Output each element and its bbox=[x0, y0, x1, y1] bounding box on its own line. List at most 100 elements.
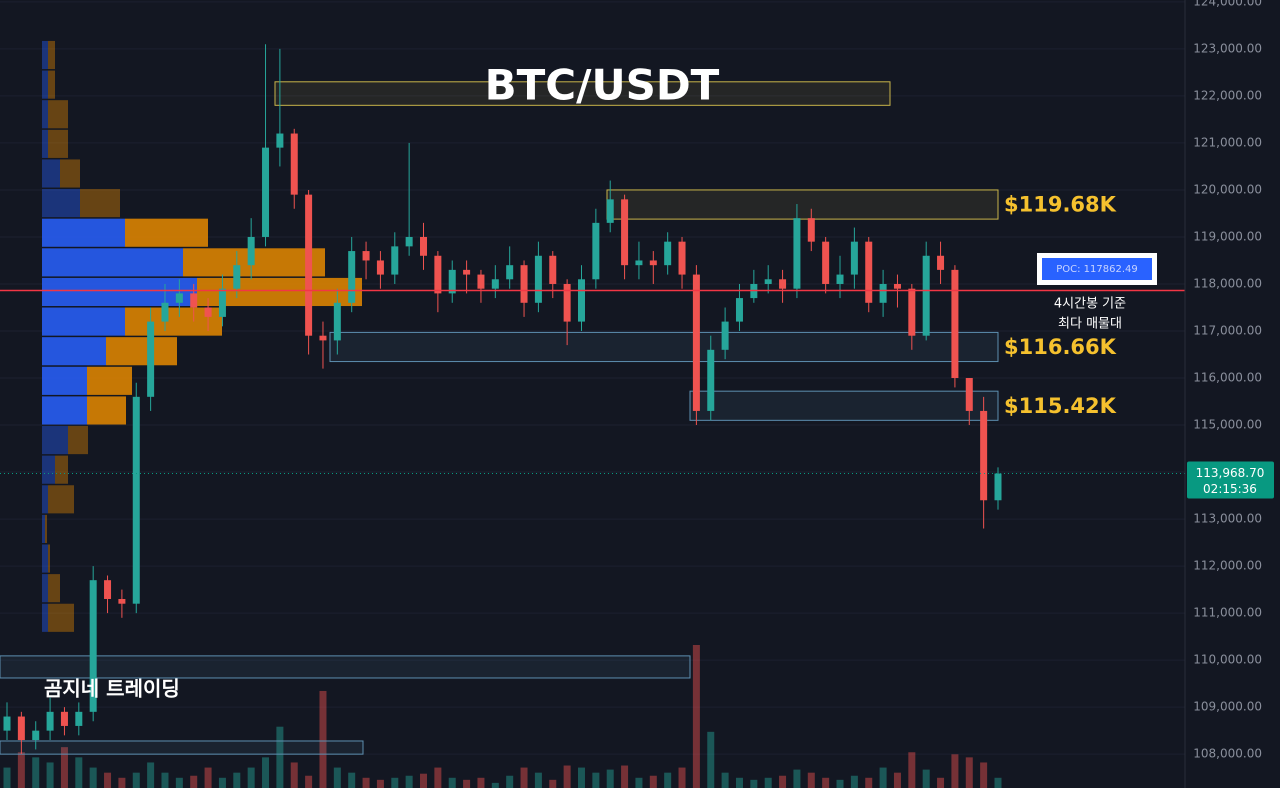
profile-sell bbox=[80, 189, 120, 218]
volume-bar bbox=[104, 772, 112, 788]
candle-body bbox=[779, 279, 787, 289]
y-tick-label: 115,000.00 bbox=[1193, 418, 1262, 432]
candle-body bbox=[75, 711, 83, 726]
candle-body bbox=[937, 255, 945, 270]
last-price-box bbox=[1187, 461, 1274, 499]
candle-body bbox=[678, 241, 686, 275]
volume-bar bbox=[405, 775, 413, 788]
volume-bar bbox=[89, 767, 97, 788]
zone-label: $116.66K bbox=[1004, 335, 1117, 359]
volume-bar bbox=[190, 775, 198, 788]
zone bbox=[0, 740, 364, 755]
volume-bar bbox=[175, 777, 183, 788]
candle-body bbox=[621, 199, 629, 266]
profile-sell bbox=[48, 100, 68, 129]
y-tick-label: 109,000.00 bbox=[1193, 700, 1262, 714]
profile-buy bbox=[42, 485, 48, 514]
volume-bar bbox=[448, 777, 456, 788]
candle-body bbox=[161, 302, 169, 322]
volume-bar bbox=[434, 767, 442, 788]
profile-sell bbox=[48, 40, 55, 70]
profile-buy bbox=[42, 396, 87, 425]
volume-bar bbox=[46, 762, 54, 788]
candle-body bbox=[420, 236, 428, 256]
y-tick-label: 118,000.00 bbox=[1193, 276, 1262, 290]
profile-buy bbox=[42, 129, 48, 158]
y-tick-label: 111,000.00 bbox=[1193, 606, 1262, 620]
volume-bar bbox=[118, 777, 126, 788]
volume-bar bbox=[893, 772, 901, 788]
volume-bar bbox=[635, 777, 643, 788]
candle-body bbox=[850, 241, 858, 275]
volume-bar bbox=[305, 775, 313, 788]
volume-bar bbox=[132, 772, 140, 788]
candle-body bbox=[276, 133, 284, 148]
volume-bar bbox=[922, 769, 930, 788]
candle-body bbox=[635, 260, 643, 266]
profile-buy bbox=[42, 70, 48, 99]
candle-body bbox=[994, 473, 1002, 501]
profile-buy bbox=[42, 426, 68, 455]
volume-bar bbox=[262, 757, 270, 788]
volume-bar bbox=[348, 772, 356, 788]
volume-bar bbox=[60, 747, 68, 788]
candle-body bbox=[606, 199, 614, 223]
volume-bar bbox=[75, 757, 83, 788]
candle-body bbox=[707, 349, 715, 411]
profile-sell bbox=[48, 129, 68, 158]
volume-bar bbox=[17, 752, 25, 788]
candle-body bbox=[434, 255, 442, 294]
candle-body bbox=[822, 241, 830, 284]
candle-body bbox=[376, 260, 384, 275]
candle-body bbox=[836, 274, 844, 284]
candle-body bbox=[362, 251, 370, 261]
volume-bar bbox=[606, 769, 614, 788]
volume-bar bbox=[391, 777, 399, 788]
y-tick-label: 121,000.00 bbox=[1193, 135, 1262, 149]
candle-body bbox=[333, 302, 341, 341]
volume-bar bbox=[161, 772, 169, 788]
profile-buy bbox=[42, 337, 106, 366]
candle-body bbox=[506, 265, 514, 280]
candle-body bbox=[290, 133, 298, 195]
volume-bar bbox=[807, 772, 815, 788]
profile-sell bbox=[87, 396, 126, 425]
volume-bar bbox=[506, 775, 514, 788]
chart-title: BTC/USDT bbox=[485, 61, 720, 110]
y-tick-label: 124,000.00 bbox=[1193, 0, 1262, 8]
y-tick-label: 112,000.00 bbox=[1193, 559, 1262, 573]
volume-bar bbox=[822, 777, 830, 788]
candle-body bbox=[218, 288, 226, 317]
candle-body bbox=[147, 321, 155, 397]
profile-buy bbox=[42, 514, 45, 543]
candle-body bbox=[348, 251, 356, 303]
candle-body bbox=[89, 580, 97, 712]
candle-body bbox=[104, 580, 112, 599]
volume-bar bbox=[764, 777, 772, 788]
volume-bar bbox=[147, 762, 155, 788]
volume-bar bbox=[420, 773, 428, 788]
candle-body bbox=[463, 269, 471, 275]
y-tick-label: 119,000.00 bbox=[1193, 229, 1262, 243]
volume-bar bbox=[937, 777, 945, 788]
candle-body bbox=[190, 293, 198, 308]
candle-body bbox=[247, 236, 255, 266]
y-tick-label: 120,000.00 bbox=[1193, 182, 1262, 196]
volume-bar bbox=[836, 779, 844, 788]
volume-bar bbox=[980, 762, 988, 788]
volume-bar bbox=[376, 779, 384, 788]
volume-bar bbox=[721, 772, 729, 788]
volume-bar bbox=[994, 777, 1002, 788]
poc-label: POC: 117862.49 bbox=[1056, 264, 1138, 275]
poc-box-inner bbox=[1042, 258, 1152, 280]
candle-body bbox=[46, 711, 54, 731]
candle-body bbox=[563, 283, 571, 322]
profile-sell bbox=[48, 544, 50, 573]
candle-body bbox=[807, 218, 815, 242]
candle-body bbox=[233, 265, 241, 289]
volume-bar bbox=[477, 777, 485, 788]
volume-bar bbox=[908, 752, 916, 788]
volume-bar bbox=[247, 767, 255, 788]
volume-bar bbox=[735, 777, 743, 788]
poc-note: 4시간봉 기준 bbox=[1054, 297, 1126, 312]
